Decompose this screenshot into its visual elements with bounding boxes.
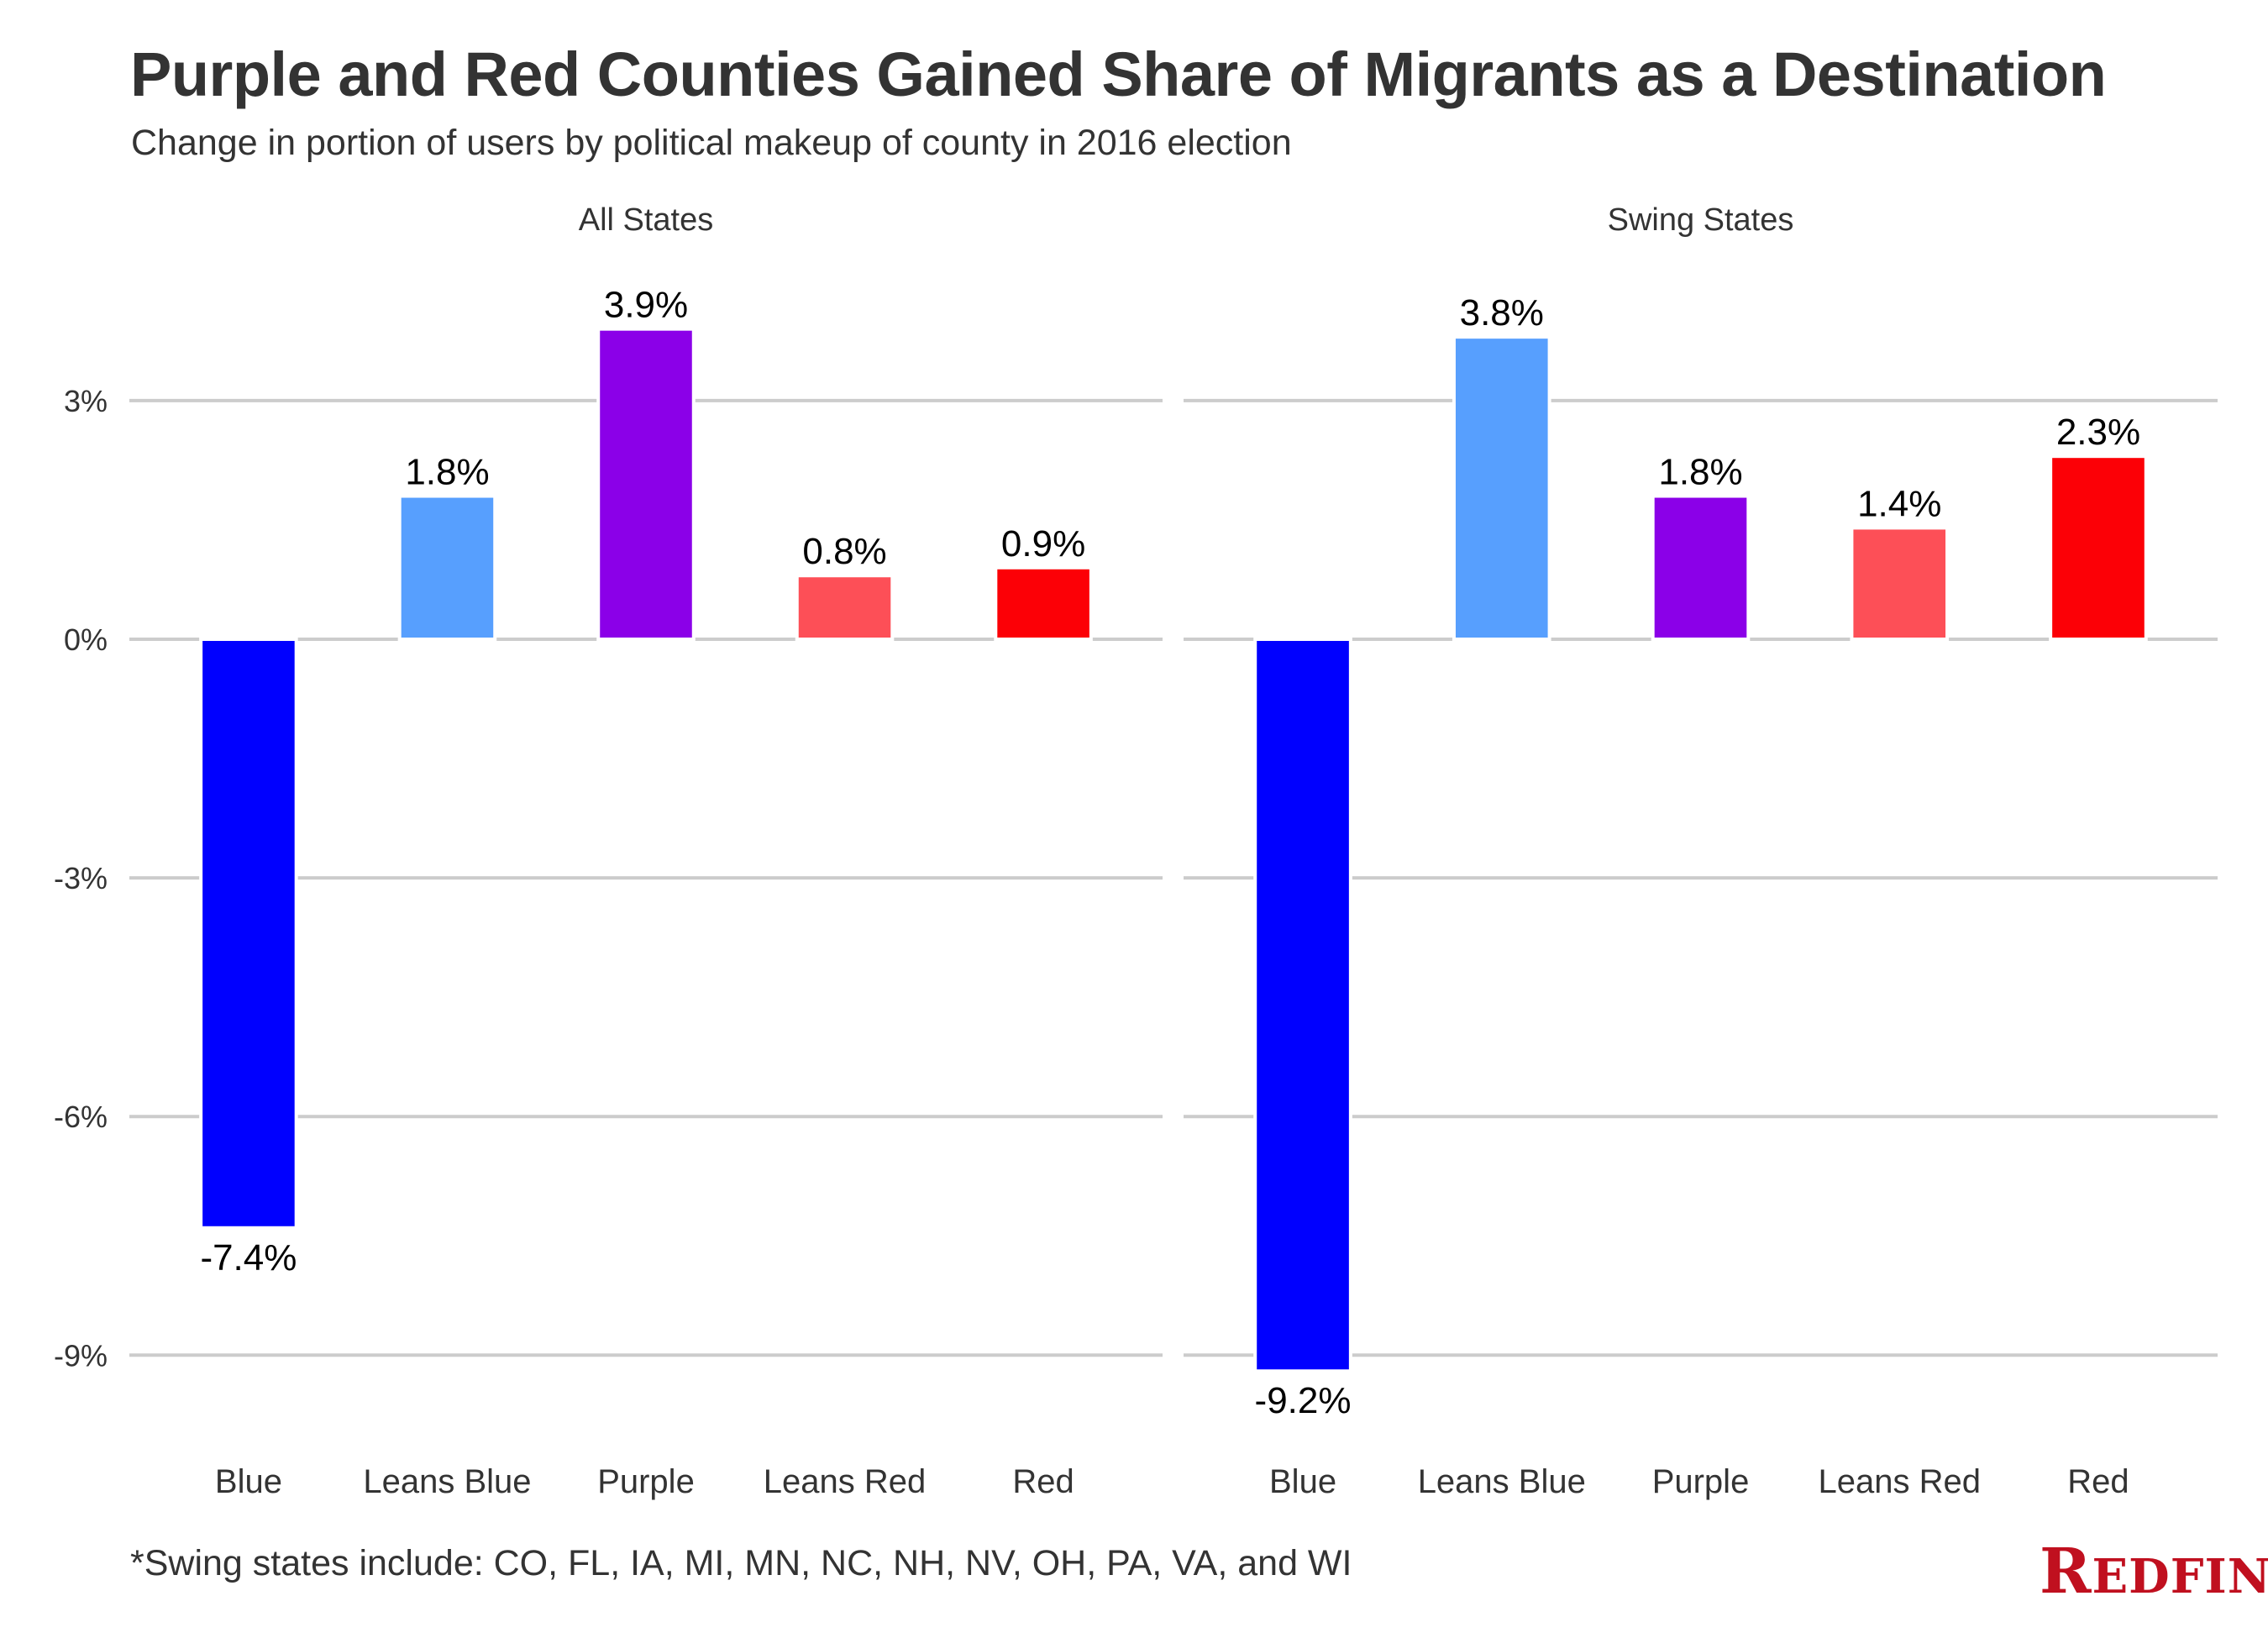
x-tick-label: Blue bbox=[215, 1463, 282, 1500]
data-label: 1.8% bbox=[1658, 452, 1742, 493]
bar-leans-blue bbox=[397, 494, 497, 641]
y-tick-label: 3% bbox=[64, 384, 108, 418]
x-tick-label: Red bbox=[1012, 1463, 1074, 1500]
panel-title: Swing States bbox=[1608, 202, 1794, 238]
bar-blue bbox=[1253, 638, 1352, 1373]
chart-title: Purple and Red Counties Gained Share of … bbox=[130, 39, 2107, 109]
y-tick-label: -6% bbox=[54, 1100, 108, 1134]
bar-leans-red bbox=[795, 574, 895, 641]
chart-subtitle: Change in portion of users by political … bbox=[131, 123, 1292, 163]
bar-blue bbox=[199, 638, 298, 1230]
logo-initial: R bbox=[2040, 1536, 2092, 1608]
x-tick-label: Red bbox=[2067, 1463, 2129, 1500]
panel-title: All States bbox=[579, 202, 714, 238]
y-tick-label: -3% bbox=[54, 861, 108, 895]
x-tick-label: Leans Blue bbox=[1418, 1463, 1586, 1500]
x-tick-label: Blue bbox=[1269, 1463, 1336, 1500]
redfin-logo: REDFIN bbox=[2040, 1536, 2268, 1608]
data-label: 0.8% bbox=[802, 531, 886, 572]
data-label: 3.9% bbox=[604, 285, 688, 326]
y-tick-label: -9% bbox=[54, 1338, 108, 1373]
x-tick-label: Purple bbox=[597, 1463, 695, 1500]
bar-leans-red bbox=[1850, 526, 1950, 641]
data-label: 1.4% bbox=[1857, 483, 1941, 524]
footnote: *Swing states include: CO, FL, IA, MI, M… bbox=[130, 1543, 1352, 1583]
y-tick-label: 0% bbox=[64, 622, 108, 657]
data-label: 1.8% bbox=[405, 452, 489, 493]
x-tick-label: Purple bbox=[1652, 1463, 1750, 1500]
logo-rest: EDFIN bbox=[2092, 1549, 2268, 1604]
data-label: -9.2% bbox=[1255, 1380, 1352, 1421]
bar-purple bbox=[1651, 494, 1751, 641]
bar-purple bbox=[596, 327, 696, 641]
data-label: 0.9% bbox=[1001, 523, 1085, 564]
data-label: 3.8% bbox=[1460, 292, 1544, 333]
x-tick-label: Leans Red bbox=[764, 1463, 926, 1500]
bar-red bbox=[994, 565, 1093, 642]
bar-red bbox=[2049, 454, 2148, 641]
data-label: 2.3% bbox=[2056, 412, 2140, 453]
x-tick-label: Leans Red bbox=[1818, 1463, 1980, 1500]
bar-leans-blue bbox=[1452, 335, 1551, 641]
data-label: -7.4% bbox=[200, 1237, 297, 1278]
x-tick-label: Leans Blue bbox=[363, 1463, 531, 1500]
